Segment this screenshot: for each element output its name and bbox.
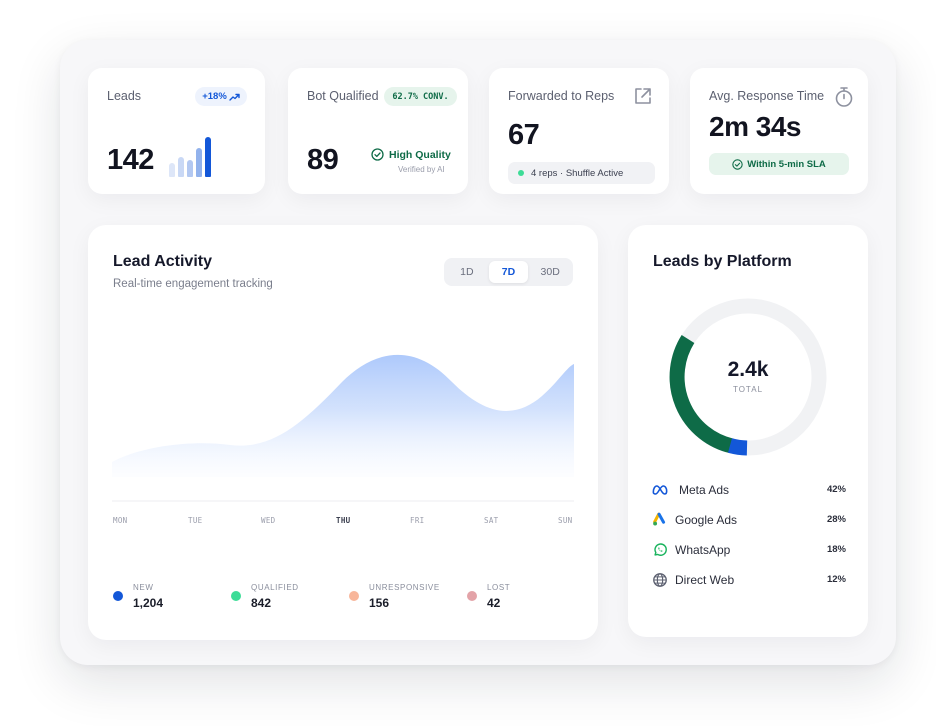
stopwatch-icon — [835, 87, 853, 107]
sla-badge: Within 5-min SLA — [709, 153, 849, 175]
donut-total-value: 2.4k — [727, 358, 769, 381]
reps-status-badge: 4 reps · Shuffle Active — [508, 162, 655, 184]
leads-by-platform-card — [628, 225, 868, 637]
quality-sublabel: Verified by AI — [398, 165, 445, 174]
donut-total-label: TOTAL — [732, 385, 764, 394]
trend-up-icon — [229, 93, 240, 101]
lead-activity-title: Lead Activity — [113, 253, 212, 270]
response-time-value: 2m 34s — [709, 111, 801, 142]
lead-activity-area-chart — [112, 354, 574, 502]
donut-segment-green — [669, 335, 734, 454]
donut-segment-blue — [728, 438, 748, 456]
day-label-wed: WED — [261, 516, 276, 525]
legend-dot — [467, 591, 477, 601]
google-ads-icon — [653, 512, 666, 526]
bot-qualified-value: 89 — [307, 144, 339, 176]
legend-dot — [349, 591, 359, 601]
meta-icon — [652, 485, 668, 495]
forward-share-icon[interactable] — [633, 86, 653, 106]
tab-1d[interactable]: 1D — [460, 266, 474, 278]
mini-bar — [169, 163, 175, 177]
leads-growth-badge: +18% — [195, 87, 247, 106]
platform-donut-chart — [669, 298, 827, 456]
whatsapp-icon — [654, 543, 667, 556]
leads-label: Leads — [107, 89, 142, 103]
area-series — [112, 354, 574, 477]
check-circle-icon — [732, 158, 743, 170]
globe-icon — [653, 573, 667, 587]
leads-value: 142 — [107, 144, 154, 176]
quality-label: High Quality — [389, 149, 451, 161]
day-label-thu: THU — [336, 516, 351, 525]
day-label-sat: SAT — [484, 516, 499, 525]
platform-row-meta: Meta Ads 42% — [652, 480, 846, 500]
lead-activity-subtitle: Real-time engagement tracking — [113, 278, 273, 290]
check-circle-icon — [371, 148, 384, 161]
mini-bar — [196, 148, 202, 177]
tab-30d[interactable]: 30D — [540, 266, 560, 278]
mini-bar — [178, 157, 184, 177]
platform-row-google-ads: Google Ads 28% — [652, 510, 846, 530]
forwarded-label: Forwarded to Reps — [508, 89, 615, 103]
platform-row-whatsapp: WhatsApp 18% — [652, 540, 846, 560]
leads-by-platform-title: Leads by Platform — [653, 253, 792, 270]
bot-qualified-label: Bot Qualified — [307, 89, 379, 103]
conversion-badge: 62.7% CONV. — [384, 87, 457, 106]
legend-dot — [231, 591, 241, 601]
mini-bar — [187, 160, 193, 177]
response-time-label: Avg. Response Time — [709, 89, 825, 103]
forwarded-value: 67 — [508, 119, 540, 151]
mini-bar — [205, 137, 211, 177]
time-range-tabs: 1D 7D 30D — [444, 258, 573, 286]
platform-row-direct-web: Direct Web 12% — [652, 570, 846, 590]
day-label-sun: SUN — [558, 516, 573, 525]
day-label-mon: MON — [113, 516, 128, 525]
legend-dot — [113, 591, 123, 601]
day-label-tue: TUE — [188, 516, 203, 525]
day-label-fri: FRI — [410, 516, 425, 525]
leads-mini-chart — [169, 135, 211, 177]
tab-7d[interactable]: 7D — [488, 261, 529, 283]
active-status-dot — [518, 170, 524, 176]
